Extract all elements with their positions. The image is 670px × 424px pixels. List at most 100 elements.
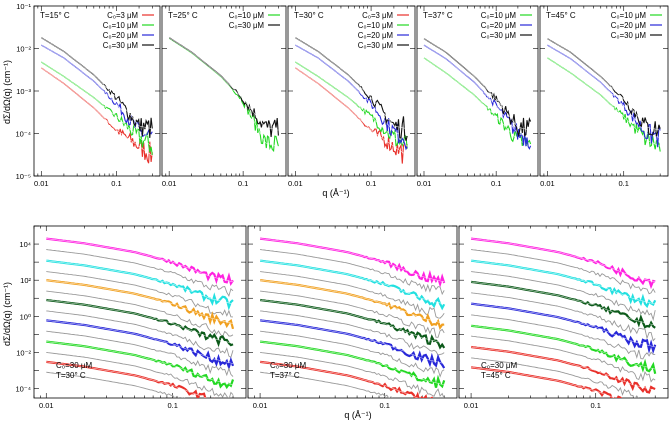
fit-curve bbox=[471, 238, 656, 283]
y-tick-label: 10⁻⁴ bbox=[15, 385, 31, 394]
fit-curve bbox=[41, 61, 153, 147]
series-line bbox=[260, 330, 445, 378]
legend-entry-label: C₀=10 μM bbox=[481, 11, 516, 20]
y-tick-label: 10⁻¹ bbox=[16, 2, 31, 11]
fit-curve bbox=[46, 320, 234, 364]
x-tick-label: 0.01 bbox=[162, 179, 177, 188]
temperature-label: T=45° C bbox=[546, 11, 576, 20]
x-tick-label: 0.01 bbox=[253, 401, 268, 410]
plot-frame bbox=[539, 5, 669, 177]
fit-curve bbox=[471, 260, 656, 305]
y-tick-label: 10⁻³ bbox=[16, 87, 31, 96]
series-line bbox=[46, 330, 234, 377]
fit-curve bbox=[260, 260, 445, 305]
fit-curve bbox=[471, 346, 656, 391]
series-layer bbox=[259, 237, 446, 398]
fit-curve bbox=[46, 279, 234, 324]
fit-curve bbox=[471, 281, 656, 326]
fit-curve bbox=[41, 67, 153, 156]
plot-frame bbox=[416, 5, 539, 177]
fit-curve bbox=[169, 37, 279, 147]
fit-curve bbox=[260, 341, 445, 386]
fit-curve bbox=[46, 260, 234, 305]
bottom-x-axis-label: q (Å⁻¹) bbox=[344, 410, 371, 420]
series-layer bbox=[470, 237, 657, 398]
x-tick-label: 0.01 bbox=[34, 179, 49, 188]
fit-curve bbox=[46, 361, 207, 398]
x-tick-label: 0.01 bbox=[464, 401, 479, 410]
plot-frame bbox=[161, 5, 287, 177]
fit-curve bbox=[260, 320, 445, 364]
y-tick-label: 10² bbox=[20, 276, 31, 285]
series-line bbox=[471, 314, 656, 360]
fit-curve bbox=[260, 361, 419, 398]
fit-curve bbox=[260, 238, 445, 283]
series-layer bbox=[423, 38, 532, 150]
x-tick-label: 0.1 bbox=[380, 401, 390, 410]
legend-entry-label: C₀=30 μM bbox=[481, 31, 516, 40]
x-tick-label: 0.1 bbox=[366, 179, 376, 188]
series-line bbox=[46, 290, 234, 338]
temperature-label: T=45° C bbox=[481, 371, 511, 380]
x-tick-label: 0.01 bbox=[288, 179, 303, 188]
fit-curve bbox=[46, 299, 234, 344]
legend-entry-label: C₀=10 μM bbox=[358, 21, 393, 30]
series-line bbox=[471, 271, 656, 322]
legend-entry-label: C₀=20 μM bbox=[103, 31, 138, 40]
series-line bbox=[260, 271, 445, 319]
temperature-label: T=30° C bbox=[56, 371, 86, 380]
fit-curve bbox=[46, 341, 234, 386]
series-line bbox=[46, 249, 234, 298]
fit-curve bbox=[41, 37, 153, 129]
fit-curve bbox=[423, 57, 531, 147]
plot-frame bbox=[287, 5, 416, 177]
legend-entry-label: C₀=20 μM bbox=[481, 21, 516, 30]
series-line bbox=[471, 249, 656, 295]
plot-frame bbox=[33, 5, 161, 177]
concentration-label: C₀=30 μM bbox=[270, 361, 307, 370]
series-layer bbox=[547, 38, 661, 152]
series-line bbox=[46, 310, 234, 358]
legend-entry-label: C₀=10 μM bbox=[103, 21, 138, 30]
fit-curve bbox=[169, 37, 279, 131]
series-line bbox=[471, 335, 656, 383]
fit-curve bbox=[46, 238, 234, 283]
fit-curve bbox=[295, 37, 408, 129]
x-tick-label: 0.1 bbox=[111, 179, 121, 188]
series-layer bbox=[40, 37, 153, 164]
series-layer bbox=[295, 37, 408, 164]
x-tick-label: 0.01 bbox=[540, 179, 555, 188]
y-tick-label: 10⁻⁴ bbox=[15, 130, 31, 139]
top-x-axis-label: q (Å⁻¹) bbox=[322, 188, 349, 198]
chart-panel-8: 0.01 0.1 C₀=30 μMT=45° C bbox=[458, 225, 669, 410]
y-tick-label: 10⁻² bbox=[16, 45, 31, 54]
series-line bbox=[46, 371, 186, 398]
series-line bbox=[46, 271, 234, 318]
fit-curve bbox=[423, 38, 531, 131]
fit-curve bbox=[260, 279, 445, 324]
fit-curve bbox=[295, 67, 408, 156]
legend-entry-label: C₀=20 μM bbox=[611, 21, 646, 30]
temperature-label: T=37° C bbox=[270, 371, 300, 380]
y-tick-label: 10⁰ bbox=[20, 312, 31, 321]
concentration-label: C₀=30 μM bbox=[56, 361, 93, 370]
fit-curve bbox=[547, 44, 661, 138]
series-line bbox=[260, 310, 445, 356]
x-tick-label: 0.1 bbox=[238, 179, 248, 188]
fit-curve bbox=[260, 299, 445, 344]
plot-frame bbox=[33, 225, 247, 399]
fit-curve bbox=[471, 325, 656, 370]
temperature-label: T=37° C bbox=[423, 11, 453, 20]
fit-curve bbox=[423, 44, 531, 138]
series-layer bbox=[46, 237, 235, 398]
y-tick-label: 10⁻⁵ bbox=[16, 172, 31, 181]
series-line bbox=[471, 357, 644, 398]
legend-entry-label: C₀=30 μM bbox=[229, 21, 264, 30]
x-tick-label: 0.1 bbox=[619, 179, 629, 188]
chart-panel-6: 0.01 0.1 10⁻⁴ 10⁻² 10⁰ 10² 10⁴ C₀=30 μMT=30° C bbox=[15, 225, 247, 410]
series-line bbox=[471, 292, 656, 342]
